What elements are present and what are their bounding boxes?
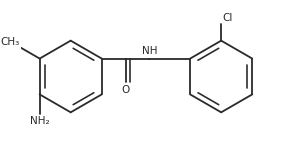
Text: O: O (122, 85, 130, 95)
Text: NH₂: NH₂ (30, 116, 49, 126)
Text: CH₃: CH₃ (1, 37, 20, 47)
Text: NH: NH (142, 46, 157, 56)
Text: Cl: Cl (222, 13, 233, 23)
